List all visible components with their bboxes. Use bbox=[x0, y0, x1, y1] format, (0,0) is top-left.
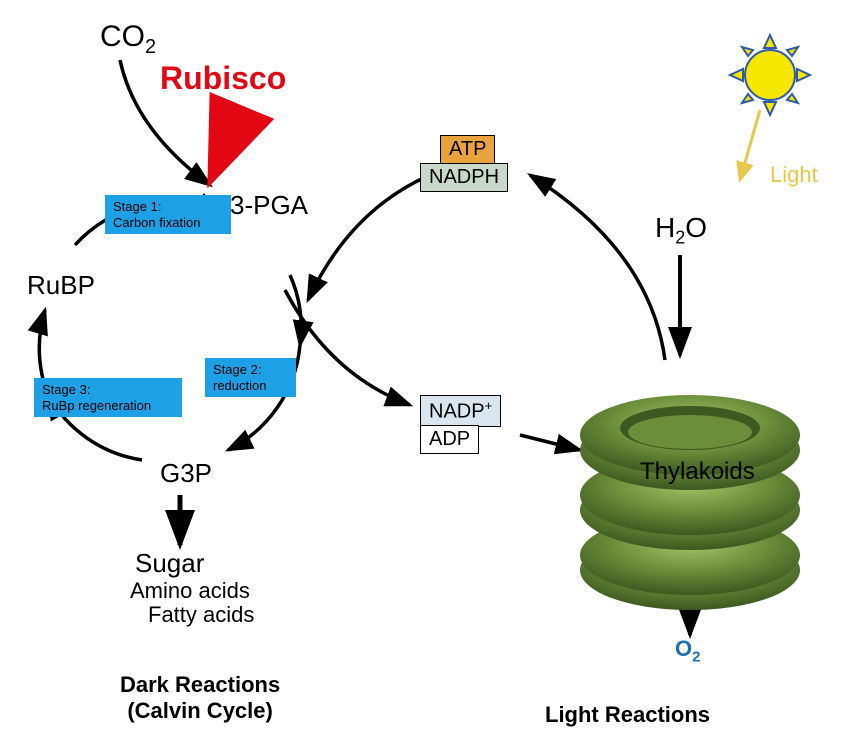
label-h2o: H2O bbox=[655, 212, 707, 249]
label-3pga: 3-PGA bbox=[230, 190, 308, 221]
nadp-box: NADP+ bbox=[420, 395, 501, 427]
rubisco-arrow bbox=[215, 110, 240, 170]
label-light-reactions: Light Reactions bbox=[545, 702, 710, 728]
diagram-svg bbox=[0, 0, 849, 745]
stage3-box: Stage 3:RuBp regeneration bbox=[34, 378, 182, 417]
label-rubisco: Rubisco bbox=[160, 60, 286, 97]
label-dark-reactions: Dark Reactions (Calvin Cycle) bbox=[120, 672, 280, 724]
stage2-box: Stage 2:reduction bbox=[205, 358, 296, 397]
thylakoid-stack bbox=[580, 395, 800, 610]
label-o2: O2 bbox=[675, 636, 700, 665]
sun-icon bbox=[730, 35, 810, 115]
calvin-cycle bbox=[39, 202, 301, 460]
label-light: Light bbox=[770, 162, 818, 188]
label-co2: CO2 bbox=[100, 20, 156, 59]
label-thylakoids: Thylakoids bbox=[640, 458, 755, 486]
arrow-thylakoid-atp bbox=[530, 175, 665, 360]
nadph-box: NADPH bbox=[420, 163, 508, 192]
adp-box: ADP bbox=[420, 425, 479, 454]
label-g3p: G3P bbox=[160, 458, 212, 489]
atp-box: ATP bbox=[440, 135, 495, 164]
label-rubp: RuBP bbox=[27, 270, 95, 301]
light-arrow bbox=[740, 110, 760, 180]
stage1-box: Stage 1:Carbon fixation bbox=[105, 195, 231, 234]
label-amino: Amino acids bbox=[130, 578, 250, 604]
arrow-atp-in bbox=[308, 175, 430, 300]
label-fatty: Fatty acids bbox=[148, 602, 254, 628]
arrow-adp-thylakoid bbox=[520, 435, 580, 450]
arrow-to-nadp bbox=[285, 290, 410, 405]
label-sugar: Sugar bbox=[135, 548, 204, 579]
